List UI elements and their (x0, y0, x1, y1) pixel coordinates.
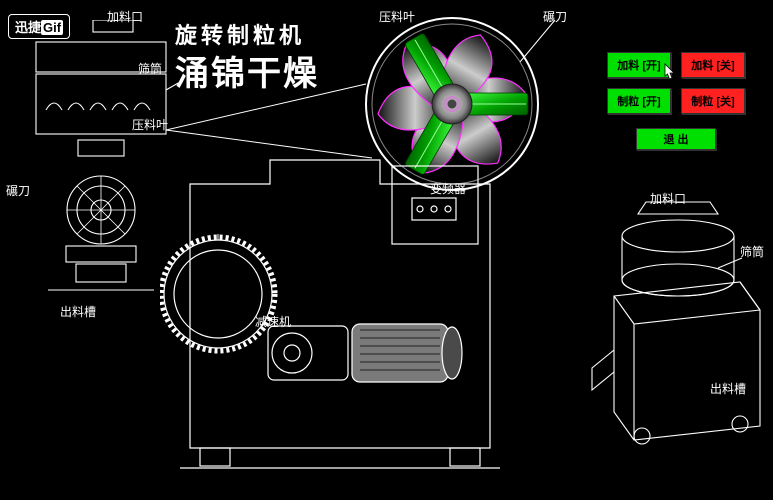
machine-body-diagram (160, 148, 510, 488)
machine-iso-diagram (590, 200, 765, 460)
